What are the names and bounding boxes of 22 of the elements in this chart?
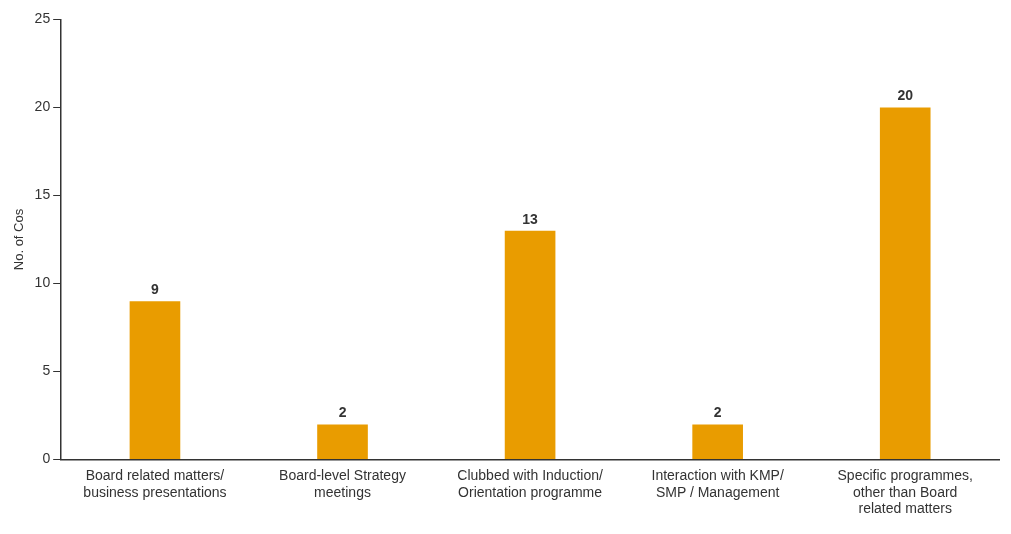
y-tick-label: 5 [42, 362, 51, 379]
x-tick-label: Specific programmes, other than Board related matters [837, 466, 973, 517]
data-label: 20 [897, 87, 914, 104]
y-axis-title: No. of Cos [11, 208, 27, 271]
x-tick-label: Interaction with KMP/ SMP / Management [651, 466, 784, 500]
bar [317, 424, 368, 460]
bar [879, 107, 931, 460]
x-tick-label: Clubbed with Induction/ Orientation programme [457, 466, 603, 500]
data-label: 2 [713, 404, 722, 421]
y-tick-label: 10 [34, 274, 51, 291]
bar [129, 301, 181, 460]
y-tick-label: 25 [34, 10, 51, 27]
x-tick-label: Board related matters/ business presentations [83, 466, 227, 500]
bar [504, 230, 556, 460]
data-label: 2 [338, 404, 347, 421]
x-tick-label: Board-level Strategy meetings [279, 466, 406, 500]
y-tick-label: 20 [34, 98, 51, 115]
data-label: 9 [151, 280, 160, 297]
y-tick-label: 0 [42, 450, 51, 467]
data-label: 13 [522, 210, 539, 227]
bar [692, 424, 743, 460]
y-tick-label: 15 [34, 186, 51, 203]
